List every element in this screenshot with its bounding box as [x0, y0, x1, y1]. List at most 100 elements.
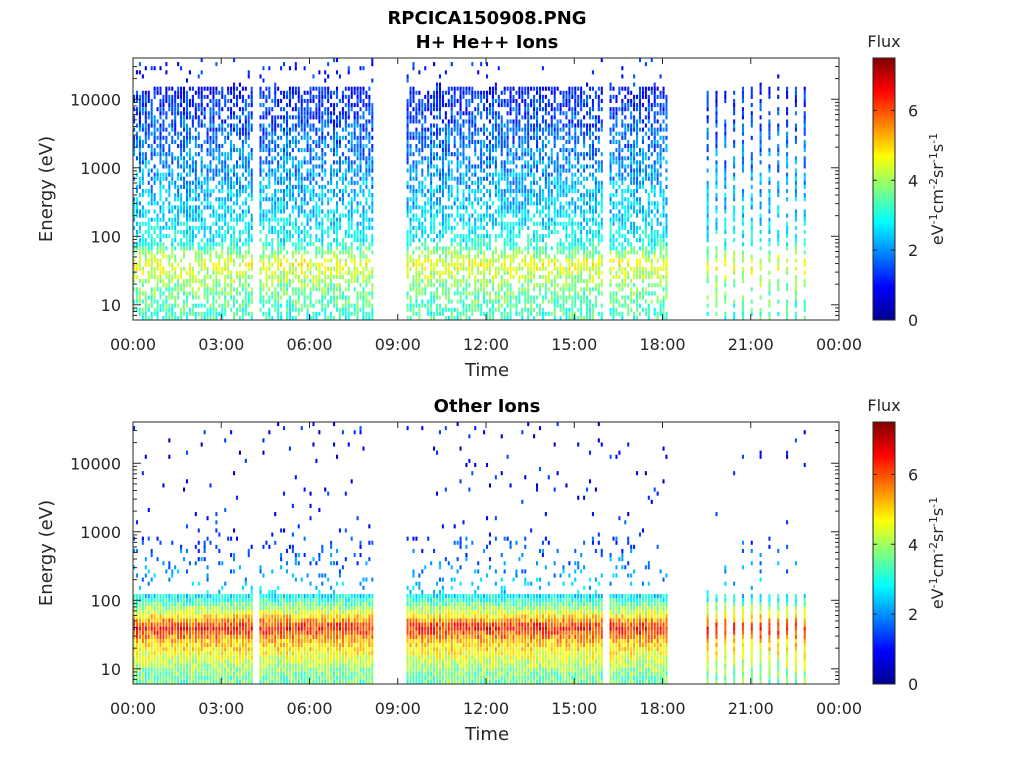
- spectrogram-cell: [291, 164, 294, 169]
- spectrogram-cell: [533, 201, 536, 206]
- spectrogram-cell: [303, 291, 306, 296]
- spectrogram-cell: [215, 103, 218, 108]
- spectrogram-cell: [515, 103, 518, 108]
- spectrogram-cell: [188, 242, 191, 247]
- spectrogram-cell: [321, 189, 324, 194]
- spectrogram-cell: [518, 246, 521, 251]
- spectrogram-cell: [506, 291, 509, 296]
- spectrogram-cell: [550, 180, 553, 185]
- spectrogram-cell: [235, 189, 239, 194]
- spectrogram-cell: [156, 168, 159, 173]
- spectrogram-cell: [412, 66, 415, 71]
- spectrogram-cell: [456, 307, 459, 312]
- spectrogram-cell: [412, 283, 415, 288]
- spectrogram-cell: [474, 291, 477, 296]
- spectrogram-cell: [285, 201, 289, 206]
- spectrogram-cell: [194, 107, 197, 112]
- spectrogram-cell: [544, 311, 547, 316]
- spectrogram-cell: [500, 262, 503, 267]
- spectrogram-cell: [468, 119, 471, 124]
- spectrogram-cell: [338, 295, 341, 300]
- spectrogram-cell: [268, 90, 271, 95]
- spectrogram-cell: [191, 115, 194, 120]
- spectrogram-cell: [171, 262, 174, 267]
- spectrogram-cell: [350, 143, 353, 149]
- spectrogram-cell: [447, 172, 450, 177]
- spectrogram-cell: [185, 205, 189, 210]
- spectrogram-cell: [488, 152, 491, 157]
- spectrogram-cell: [200, 283, 203, 288]
- spectrogram-cell: [144, 299, 147, 304]
- spectrogram-cell: [556, 274, 559, 280]
- spectrogram-cell: [524, 86, 527, 91]
- spectrogram-cell: [212, 205, 215, 210]
- spectrogram-cell: [285, 311, 289, 316]
- spectrogram-cell: [215, 283, 218, 288]
- spectrogram-cell: [415, 262, 418, 267]
- spectrogram-cell: [527, 107, 530, 112]
- spectrogram-cell: [521, 172, 524, 177]
- spectrogram-cell: [177, 90, 180, 95]
- spectrogram-cell: [418, 279, 421, 284]
- spectrogram-cell: [241, 299, 244, 304]
- spectrogram-cell: [321, 135, 324, 140]
- spectrogram-cell: [153, 193, 156, 198]
- spectrogram-cell: [271, 156, 274, 161]
- spectrogram-cell: [465, 246, 468, 251]
- spectrogram-cell: [341, 213, 344, 218]
- spectrogram-cell: [474, 107, 477, 112]
- spectrogram-cell: [447, 197, 450, 202]
- spectrogram-cell: [536, 197, 539, 202]
- spectrogram-cell: [418, 180, 421, 185]
- spectrogram-cell: [215, 221, 218, 226]
- spectrogram-cell: [459, 127, 462, 132]
- spectrogram-cell: [353, 287, 356, 292]
- spectrogram-cell: [536, 135, 539, 140]
- spectrogram-cell: [433, 193, 436, 198]
- spectrogram-cell: [285, 315, 289, 320]
- spectrogram-cell: [241, 254, 244, 259]
- spectrogram-cell: [244, 160, 247, 165]
- spectrogram-cell: [465, 303, 468, 308]
- spectrogram-cell: [341, 94, 344, 99]
- spectrogram-cell: [412, 274, 415, 280]
- spectrogram-cell: [350, 234, 353, 239]
- spectrogram-cell: [227, 291, 230, 296]
- spectrogram-cell: [512, 197, 515, 202]
- spectrogram-cell: [356, 307, 359, 312]
- spectrogram-cell: [188, 307, 191, 312]
- spectrogram-cell: [294, 299, 297, 304]
- spectrogram-cell: [430, 266, 433, 271]
- spectrogram-cell: [280, 238, 283, 243]
- spectrogram-cell: [483, 287, 486, 292]
- spectrogram-cell: [438, 82, 441, 87]
- spectrogram-cell: [338, 283, 341, 288]
- spectrogram-cell: [285, 229, 289, 235]
- spectrogram-cell: [459, 176, 462, 181]
- spectrogram-cell: [265, 107, 268, 112]
- spectrogram-cell: [180, 193, 183, 198]
- spectrogram-cell: [168, 164, 171, 169]
- spectrogram-cell: [491, 123, 494, 128]
- spectrogram-cell: [156, 119, 159, 124]
- spectrogram-cell: [506, 135, 509, 140]
- spectrogram-cell: [235, 86, 239, 91]
- spectrogram-cell: [194, 279, 197, 284]
- spectrogram-cell: [512, 176, 515, 181]
- spectrogram-cell: [291, 221, 294, 226]
- spectrogram-cell: [141, 242, 144, 247]
- spectrogram-cell: [174, 238, 177, 243]
- spectrogram-cell: [353, 209, 356, 214]
- spectrogram-cell: [453, 115, 456, 120]
- spectrogram-cell: [141, 90, 144, 95]
- spectrogram-cell: [200, 258, 203, 263]
- spectrogram-cell: [471, 131, 474, 136]
- spectrogram-cell: [227, 205, 230, 210]
- spectrogram-cell: [477, 291, 480, 296]
- spectrogram-cell: [321, 94, 324, 99]
- spectrogram-cell: [471, 119, 474, 124]
- spectrogram-cell: [250, 254, 253, 259]
- spectrogram-cell: [556, 172, 559, 177]
- spectrogram-cell: [362, 299, 365, 304]
- spectrogram-cell: [200, 262, 203, 267]
